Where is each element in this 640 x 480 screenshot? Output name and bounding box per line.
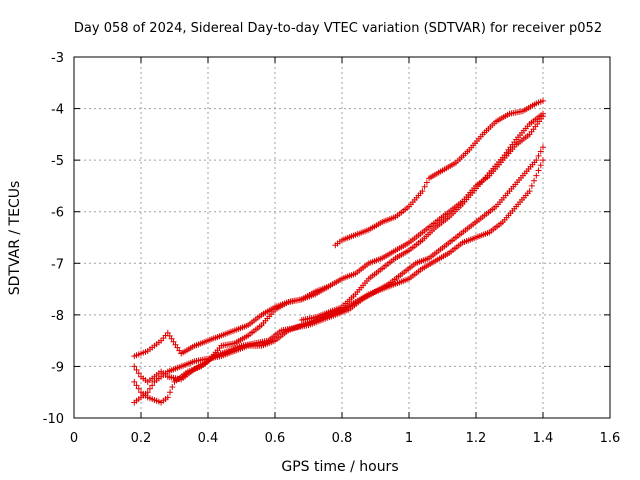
y-axis-ticks: -10 -9 -8 -7 -6 -5 -4 -3 — [43, 51, 610, 427]
data-point — [131, 363, 138, 370]
y-tick-label: -7 — [51, 257, 64, 272]
data-point — [540, 157, 546, 164]
data-point — [144, 389, 151, 396]
x-tick-label: 1 — [405, 431, 413, 446]
y-tick-label: -6 — [51, 206, 64, 221]
y-tick-label: -3 — [51, 51, 64, 66]
y-tick-label: -5 — [51, 154, 64, 169]
data-point — [146, 385, 153, 392]
data-point — [537, 148, 544, 155]
data-point — [135, 370, 142, 377]
data-point — [540, 110, 546, 117]
y-tick-label: -9 — [51, 360, 64, 375]
series-track-e — [332, 97, 546, 249]
data-point — [537, 162, 544, 169]
chart-title: Day 058 of 2024, Sidereal Day-to-day VTE… — [74, 21, 602, 36]
data-point — [533, 157, 540, 164]
x-tick-label: 0.4 — [198, 431, 219, 446]
data-point — [131, 378, 138, 385]
plot-frame — [73, 56, 611, 419]
data-point — [149, 382, 156, 389]
x-axis-ticks: 0 0.2 0.4 0.6 0.8 1 1.2 1.4 1.6 — [70, 57, 620, 446]
y-tick-label: -4 — [51, 103, 64, 118]
x-tick-label: 1.2 — [466, 431, 487, 446]
data-point — [133, 366, 140, 373]
x-tick-label: 0.6 — [265, 431, 286, 446]
data-point — [528, 182, 535, 189]
data-point — [531, 177, 538, 184]
series-track-b — [131, 144, 546, 406]
data-point — [164, 394, 171, 401]
series-track-d — [131, 283, 332, 360]
y-axis-label: SDTVAR / TECUs — [7, 181, 23, 296]
y-tick-label: -8 — [51, 309, 64, 324]
series-track-f — [298, 110, 546, 324]
x-tick-label: 1.4 — [533, 431, 554, 446]
data-point — [169, 384, 176, 391]
data-point — [535, 152, 542, 159]
data-point — [535, 167, 542, 174]
x-tick-label: 1.6 — [600, 431, 621, 446]
data-point — [540, 97, 546, 104]
data-point — [423, 179, 430, 186]
x-axis-label: GPS time / hours — [281, 459, 398, 475]
x-tick-label: 0.2 — [131, 431, 152, 446]
data-point — [533, 172, 540, 179]
data-point — [421, 183, 428, 190]
data-point — [540, 144, 546, 151]
data-point — [325, 283, 332, 290]
data-point — [135, 385, 142, 392]
y-tick-label: -10 — [43, 412, 64, 427]
data-point — [133, 382, 140, 389]
data-point — [167, 389, 174, 396]
series-track-c — [131, 113, 546, 385]
x-tick-label: 0 — [70, 431, 78, 446]
x-tick-label: 0.8 — [332, 431, 353, 446]
data-points — [131, 97, 546, 406]
data-point — [526, 188, 533, 195]
data-point — [419, 188, 426, 195]
